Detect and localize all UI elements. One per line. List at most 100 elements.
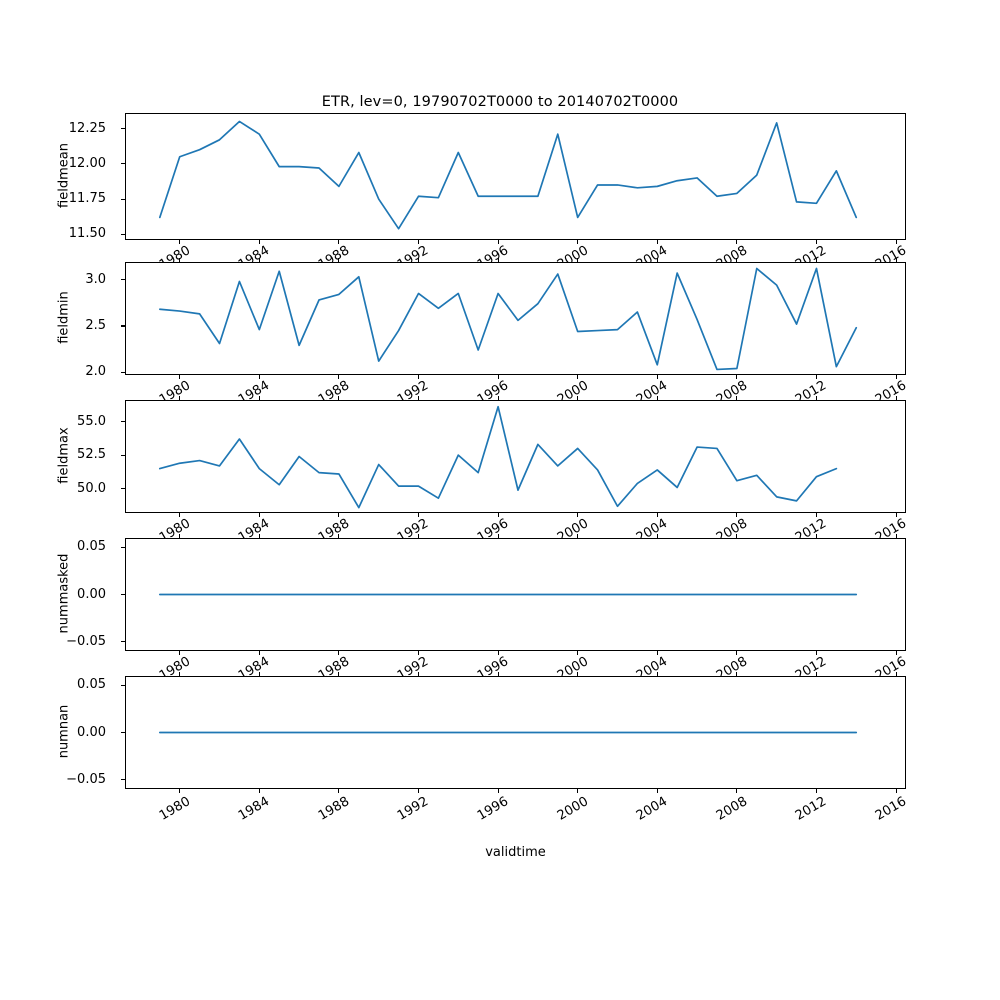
x-tick-mark: [179, 651, 181, 655]
x-tick-mark: [497, 651, 499, 655]
y-tick-mark: [121, 779, 125, 781]
x-tick-mark: [338, 396, 340, 400]
x-tick-mark: [656, 513, 658, 517]
y-tick-label: 12.25: [68, 120, 106, 136]
x-tick-mark: [656, 789, 658, 793]
x-tick-mark: [577, 240, 579, 244]
x-tick-mark: [815, 534, 818, 538]
x-tick-mark: [338, 240, 340, 244]
x-tick-mark: [736, 534, 738, 538]
x-tick-mark: [895, 534, 897, 538]
x-tick-mark: [656, 258, 658, 262]
x-axis-label: validtime: [485, 845, 546, 860]
x-tick-mark: [656, 375, 658, 379]
x-tick-mark: [656, 651, 658, 655]
y-tick-label: −0.05: [66, 771, 106, 787]
x-tick-label: 2016: [872, 794, 910, 824]
line-series-fieldmax: [125, 400, 906, 513]
x-tick-mark: [417, 396, 420, 400]
line-series-fieldmin: [125, 262, 906, 375]
line-series-nummasked: [125, 538, 906, 651]
y-tick-mark: [121, 325, 125, 327]
x-tick-mark: [179, 534, 181, 538]
x-tick-label: 1996: [474, 794, 512, 824]
x-tick-mark: [258, 672, 260, 676]
y-tick-mark: [121, 684, 125, 686]
x-tick-mark: [338, 672, 340, 676]
x-tick-mark: [895, 651, 897, 655]
axes-frame-fieldmean: [125, 113, 906, 240]
x-tick-mark: [417, 258, 420, 262]
x-tick-mark: [497, 240, 499, 244]
y-tick-label: 3.0: [85, 271, 106, 287]
x-tick-mark: [179, 258, 181, 262]
x-tick-mark: [815, 258, 818, 262]
x-tick-mark: [736, 375, 738, 379]
axes-frame-fieldmax: [125, 400, 906, 513]
y-axis-label-fieldmean: fieldmean: [56, 142, 72, 208]
y-tick-mark: [121, 279, 125, 281]
y-tick-mark: [121, 233, 125, 235]
y-tick-label: 2.5: [85, 317, 106, 333]
subplot-numnan: [125, 676, 906, 789]
x-tick-label: 2016: [872, 516, 910, 538]
x-tick-mark: [736, 396, 738, 400]
x-tick-label: 1992: [395, 794, 432, 824]
line-series-fieldmean: [125, 113, 906, 240]
y-tick-mark: [121, 198, 125, 200]
x-tick-label-clip: 2016: [0, 653, 1000, 676]
x-tick-mark: [338, 651, 340, 655]
x-tick-mark: [656, 396, 658, 400]
x-tick-mark: [815, 672, 818, 676]
x-tick-mark: [577, 534, 579, 538]
x-tick-mark: [895, 672, 897, 676]
x-tick-label-clip: 2016: [0, 242, 1000, 262]
y-tick-label: −0.05: [66, 633, 106, 649]
y-tick-mark: [121, 371, 125, 373]
y-tick-label: 12.00: [68, 155, 106, 171]
x-tick-mark: [497, 534, 499, 538]
x-tick-mark: [258, 513, 260, 517]
subplot-fieldmean: [125, 113, 906, 240]
x-tick-mark: [258, 534, 260, 538]
y-tick-mark: [121, 641, 125, 643]
y-tick-mark: [121, 546, 125, 548]
y-tick-label: 0.00: [77, 586, 106, 602]
line-series-numnan: [125, 676, 906, 789]
x-tick-mark: [417, 534, 420, 538]
y-tick-label: 0.05: [77, 677, 106, 693]
figure-title: ETR, lev=0, 19790702T0000 to 20140702T00…: [321, 94, 679, 110]
x-tick-mark: [815, 789, 818, 793]
x-tick-mark: [417, 513, 420, 517]
x-tick-mark: [258, 396, 260, 400]
x-tick-label: 2004: [634, 794, 671, 824]
y-tick-mark: [121, 128, 125, 130]
y-tick-mark: [121, 732, 125, 734]
x-tick-label: 2016: [872, 243, 910, 262]
x-tick-mark: [736, 513, 738, 517]
x-tick-mark: [736, 651, 738, 655]
x-tick-mark: [338, 258, 340, 262]
x-tick-mark: [577, 513, 579, 517]
x-tick-mark: [417, 789, 420, 793]
y-axis-label-numnan: numnan: [56, 704, 72, 758]
x-tick-mark: [258, 240, 260, 244]
x-tick-mark: [815, 375, 818, 379]
x-tick-mark: [338, 513, 340, 517]
x-tick-label: 2008: [713, 794, 750, 824]
y-tick-mark: [121, 421, 125, 423]
x-tick-label-clip: 2016: [0, 377, 1000, 400]
y-axis-label-fieldmin: fieldmin: [56, 290, 72, 344]
y-tick-mark: [121, 488, 125, 490]
y-tick-label: 55.0: [77, 413, 106, 429]
subplot-fieldmax: [125, 400, 906, 513]
y-tick-mark: [121, 454, 125, 456]
x-tick-mark: [577, 396, 579, 400]
x-tick-mark: [179, 375, 181, 379]
x-tick-mark: [895, 396, 897, 400]
x-tick-mark: [258, 375, 260, 379]
x-tick-mark: [895, 789, 897, 793]
x-tick-mark: [577, 672, 579, 676]
y-tick-label: 11.75: [68, 191, 106, 207]
x-tick-label: 1988: [315, 794, 352, 824]
